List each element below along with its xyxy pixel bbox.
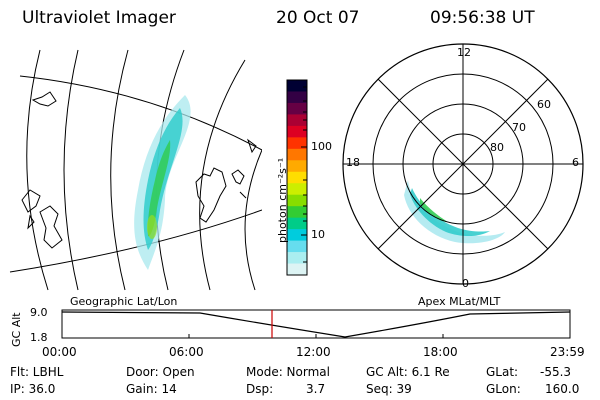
- colorbar-cell: [287, 240, 307, 253]
- colorbar-cell: [287, 194, 307, 207]
- altitude-curve: [61, 311, 571, 338]
- instrument-title: Ultraviolet Imager: [22, 8, 176, 28]
- time-tick-2359: 23:59: [550, 345, 585, 359]
- aurora-emission-geo: [134, 95, 191, 270]
- status-seq: Seq: 39: [366, 382, 412, 396]
- status-glon-label: GLon:: [486, 382, 521, 396]
- altitude-plot-frame: [61, 309, 571, 339]
- colorbar-cell: [287, 160, 307, 173]
- status-glat-label: GLat:: [486, 365, 519, 379]
- mlt-label-18: 18: [346, 156, 360, 169]
- status-door: Door: Open: [126, 365, 195, 379]
- meridian-line: [244, 149, 262, 291]
- polar-map: [342, 43, 584, 285]
- status-mode: Mode: Normal: [246, 365, 330, 379]
- parallel-line: [19, 75, 262, 151]
- colorbar-tick-10: 10: [311, 228, 325, 241]
- status-glon-value: 160.0: [545, 382, 580, 396]
- colorbar-cell: [287, 183, 307, 196]
- altitude-axis-label: GC Alt: [10, 312, 23, 347]
- mlt-label-0: 0: [462, 277, 469, 290]
- status-flt: Flt: LBHL: [10, 365, 64, 379]
- colorbar-cell: [287, 80, 307, 92]
- colorbar-cell: [287, 217, 307, 230]
- status-glat-value: -55.3: [540, 365, 572, 379]
- altitude-plot: [61, 309, 571, 339]
- colorbar-cell: [287, 91, 307, 104]
- mlt-label-6: 6: [572, 156, 579, 169]
- status-gain: Gain: 14: [126, 382, 177, 396]
- colorbar-cell: [287, 252, 307, 265]
- colorbar: [286, 79, 308, 276]
- polar-panel-label: Apex MLat/MLT: [418, 295, 501, 308]
- colorbar-cell: [287, 137, 307, 150]
- meridian-line: [63, 49, 79, 291]
- time-tick-1200: 12:00: [296, 345, 331, 359]
- meridian-line: [199, 59, 246, 291]
- status-gc-alt: GC Alt: 6.1 Re: [366, 365, 450, 379]
- colorbar-cell: [287, 148, 307, 161]
- colorbar-unit-label: photon cm⁻²s⁻¹: [276, 157, 289, 243]
- meridian-diagonal: [377, 78, 549, 250]
- mlat-label-80: 80: [490, 141, 504, 154]
- coastline: [21, 189, 63, 249]
- status-dsp-label: Dsp:: [246, 382, 274, 396]
- time-tick-0600: 06:00: [169, 345, 204, 359]
- mlat-label-60: 60: [537, 98, 551, 111]
- altitude-ytick-low: 1.8: [30, 331, 48, 344]
- aurora-emission-polar: [404, 180, 505, 244]
- date-label: 20 Oct 07: [276, 8, 360, 28]
- coastline: [195, 167, 227, 223]
- colorbar-cell: [287, 206, 307, 219]
- time-label: 09:56:38 UT: [430, 8, 535, 28]
- colorbar-cell: [287, 102, 307, 115]
- coastline: [31, 91, 57, 107]
- geo-panel-label: Geographic Lat/Lon: [70, 295, 178, 308]
- geographic-map: [9, 49, 262, 291]
- colorbar-cell: [287, 125, 307, 138]
- colorbar-cell: [287, 114, 307, 127]
- altitude-ytick-high: 9.0: [30, 306, 48, 319]
- meridian-line: [26, 49, 49, 291]
- status-ip: IP: 36.0: [10, 382, 56, 396]
- status-dsp-value: 3.7: [306, 382, 326, 396]
- colorbar-cell: [287, 263, 307, 276]
- mlt-label-12: 12: [457, 46, 471, 59]
- colorbar-tick-100: 100: [311, 140, 332, 153]
- meridian-line: [110, 49, 129, 291]
- time-tick-0000: 00:00: [42, 345, 77, 359]
- time-tick-1800: 18:00: [423, 345, 458, 359]
- mlat-label-70: 70: [512, 121, 526, 134]
- colorbar-frame: [286, 79, 308, 276]
- coastline: [231, 138, 257, 199]
- colorbar-cell: [287, 171, 307, 184]
- colorbar-cell: [287, 229, 307, 242]
